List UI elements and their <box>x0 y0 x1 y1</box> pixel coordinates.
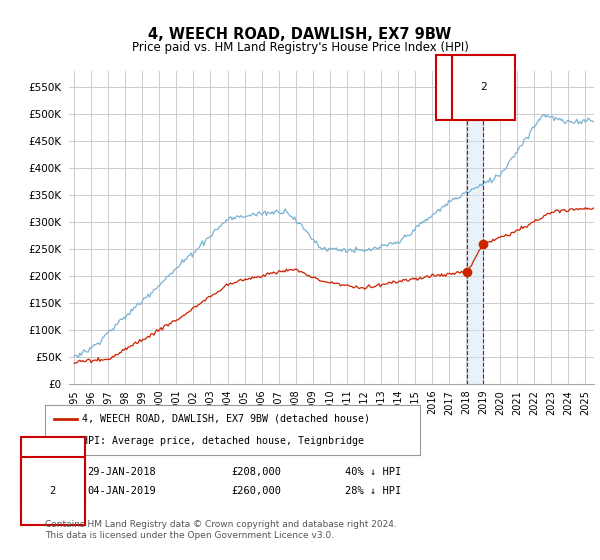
Text: 1: 1 <box>464 82 471 92</box>
Text: 28% ↓ HPI: 28% ↓ HPI <box>345 486 401 496</box>
Text: 29-JAN-2018: 29-JAN-2018 <box>87 466 156 477</box>
Text: HPI: Average price, detached house, Teignbridge: HPI: Average price, detached house, Teig… <box>83 436 365 446</box>
Text: Contains HM Land Registry data © Crown copyright and database right 2024.: Contains HM Land Registry data © Crown c… <box>45 520 397 529</box>
Text: £260,000: £260,000 <box>231 486 281 496</box>
Bar <box>467 71 484 384</box>
Text: 2: 2 <box>480 82 487 92</box>
Text: 2: 2 <box>50 486 56 496</box>
Text: 4, WEECH ROAD, DAWLISH, EX7 9BW: 4, WEECH ROAD, DAWLISH, EX7 9BW <box>148 27 452 42</box>
Text: This data is licensed under the Open Government Licence v3.0.: This data is licensed under the Open Gov… <box>45 531 334 540</box>
Text: Price paid vs. HM Land Registry's House Price Index (HPI): Price paid vs. HM Land Registry's House … <box>131 40 469 54</box>
Text: 40% ↓ HPI: 40% ↓ HPI <box>345 466 401 477</box>
Text: £208,000: £208,000 <box>231 466 281 477</box>
Text: 1: 1 <box>50 466 56 477</box>
Text: 04-JAN-2019: 04-JAN-2019 <box>87 486 156 496</box>
Text: 4, WEECH ROAD, DAWLISH, EX7 9BW (detached house): 4, WEECH ROAD, DAWLISH, EX7 9BW (detache… <box>83 414 371 424</box>
